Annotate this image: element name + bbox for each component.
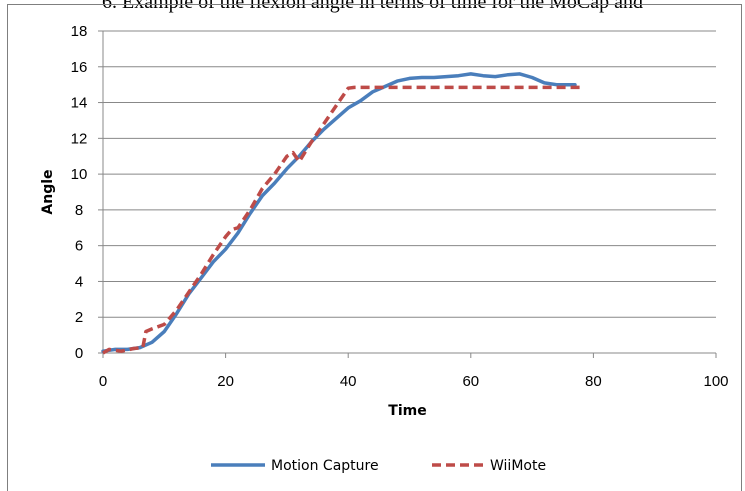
x-tick-label-100: 100 xyxy=(703,373,728,390)
y-tick-label-4: 4 xyxy=(75,273,83,290)
x-tick-label-20: 20 xyxy=(217,373,234,390)
x-axis-title: Time xyxy=(388,403,426,419)
series-line-wiimote xyxy=(102,85,582,355)
legend: Motion Capture WiiMote xyxy=(211,458,546,474)
y-tick-label-6: 6 xyxy=(75,238,83,255)
series-lines xyxy=(101,72,582,355)
y-tick-label-10: 10 xyxy=(71,166,88,183)
legend-label-wiimote: WiiMote xyxy=(490,458,546,474)
y-tick-label-2: 2 xyxy=(75,309,83,326)
y-tick-label-12: 12 xyxy=(71,130,88,147)
gridlines xyxy=(103,30,716,318)
x-tick-label-40: 40 xyxy=(340,373,357,390)
series-line-motion-capture xyxy=(101,72,577,353)
x-tick-label-60: 60 xyxy=(462,373,479,390)
y-tick-label-8: 8 xyxy=(75,202,83,219)
y-axis-title: Angle xyxy=(40,169,56,214)
x-tick-label-0: 0 xyxy=(99,373,107,390)
figure-caption: 6. Example of the flexion angle in terms… xyxy=(102,0,643,13)
chart-frame xyxy=(7,4,742,491)
y-tick-label-18: 18 xyxy=(71,23,88,40)
axes xyxy=(98,30,717,358)
y-tick-label-0: 0 xyxy=(75,345,83,362)
x-tick-label-80: 80 xyxy=(585,373,602,390)
y-tick-label-16: 16 xyxy=(71,59,88,76)
x-tick-labels: 0 20 40 60 80 100 xyxy=(99,373,729,390)
y-tick-labels: 0 2 4 6 8 10 12 14 16 18 xyxy=(71,23,88,362)
legend-label-motion-capture: Motion Capture xyxy=(271,458,379,474)
y-tick-label-14: 14 xyxy=(71,95,88,112)
